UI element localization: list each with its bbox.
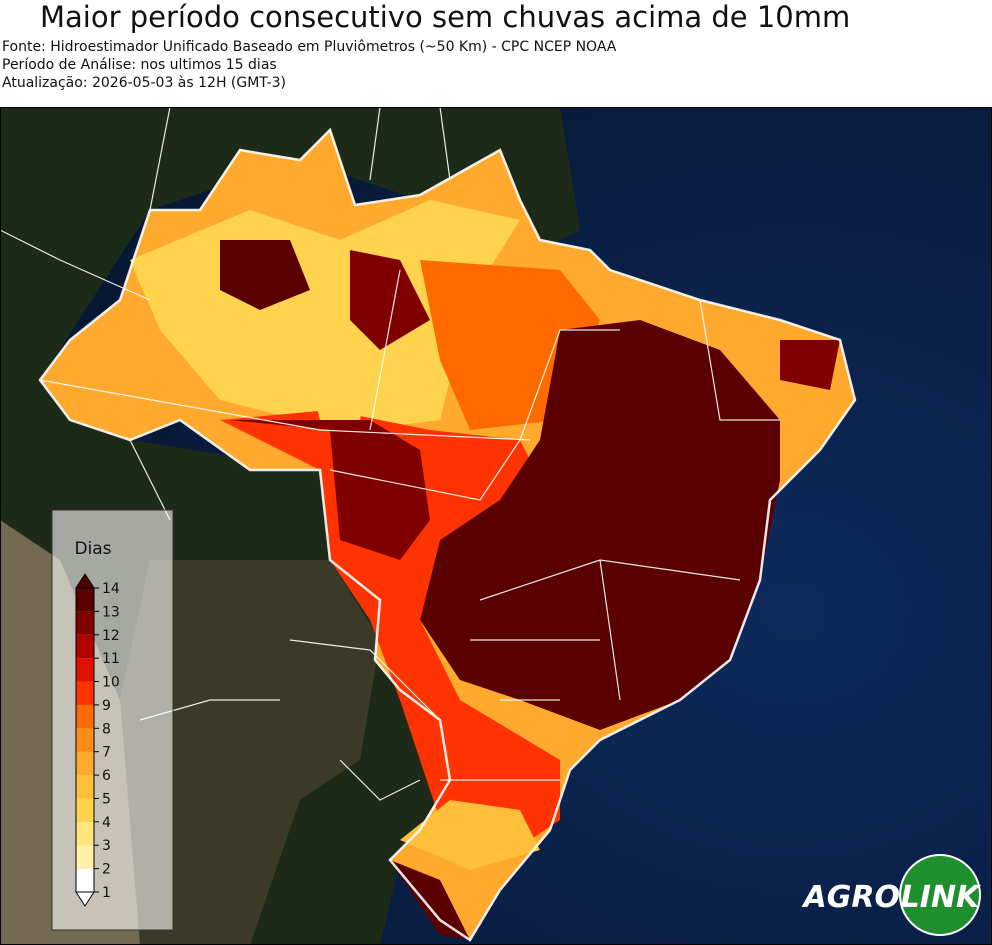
heat-region — [420, 320, 780, 730]
colorbar-band — [76, 775, 94, 799]
colorbar-band — [76, 681, 94, 705]
colorbar-tick-label: 12 — [102, 628, 120, 644]
colorbar-band — [76, 751, 94, 776]
logo: AGRO LINK — [802, 854, 982, 936]
borders — [0, 106, 857, 942]
colorbar-tick-label: 3 — [102, 838, 111, 854]
colorbar-tick-label: 11 — [102, 651, 120, 667]
colorbar-band — [76, 588, 94, 612]
colorbar-band — [76, 868, 94, 892]
colorbar-band — [76, 821, 94, 846]
colorbar-outline — [75, 587, 95, 893]
heat-region — [390, 860, 470, 940]
colorbar-tick-label: 5 — [102, 791, 111, 807]
colorbar-band — [76, 704, 94, 729]
heat-region — [310, 370, 370, 420]
subtitle: Período de Análise: nos ultimos 15 dias — [2, 57, 277, 73]
colorbar-tick-label: 13 — [102, 604, 120, 620]
heat-region — [780, 340, 840, 390]
colorbar-tick-label: 6 — [102, 768, 111, 784]
colorbar-band — [76, 845, 94, 869]
colorbar-band — [76, 611, 94, 635]
header: Maior período consecutivo sem chuvas aci… — [0, 0, 992, 105]
colorbar-band — [76, 728, 94, 752]
logo-text: AGRO — [802, 880, 900, 915]
heat-region — [220, 240, 310, 310]
subtitle: Fonte: Hidroestimador Unificado Baseado … — [2, 39, 617, 55]
colorbar-tick-label: 1 — [102, 885, 111, 901]
colorbar-panel — [51, 509, 174, 931]
colorbar-tick-label: 8 — [102, 721, 111, 737]
colorbar-band — [76, 658, 94, 682]
colorbar-tick-label: 7 — [102, 745, 111, 761]
subtitle: Atualização: 2026-05-03 às 12H (GMT-3) — [2, 75, 286, 91]
heat-region — [230, 420, 430, 560]
colorbar-label: Dias — [74, 539, 111, 559]
colorbar-tick-label: 2 — [102, 862, 111, 878]
heat-region — [350, 250, 430, 350]
heat-field — [40, 130, 855, 940]
colorbar-band — [76, 798, 94, 822]
colorbar-band — [76, 634, 94, 659]
colorbar-tick-label: 9 — [102, 698, 111, 714]
map-title: Maior período consecutivo sem chuvas aci… — [40, 0, 851, 34]
colorbar-tick-label: 14 — [102, 581, 120, 597]
colorbar-tick-label: 10 — [102, 675, 120, 691]
land — [120, 560, 380, 945]
heat-region — [400, 800, 540, 870]
logo-text: LINK — [901, 880, 982, 915]
colorbar-tick-label: 4 — [102, 815, 111, 831]
